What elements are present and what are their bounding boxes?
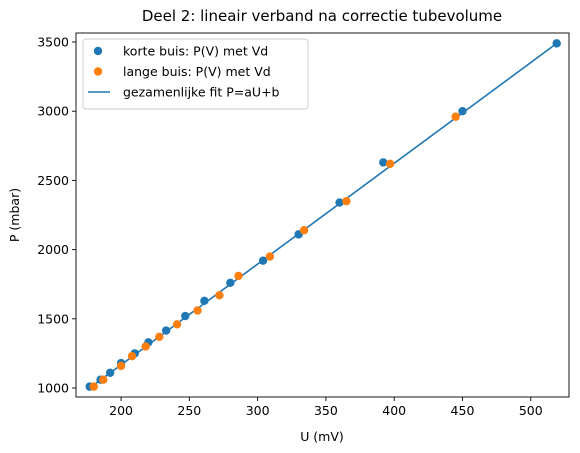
legend-marker [93, 46, 103, 56]
y-tick-label: 1000 [37, 381, 69, 396]
data-point-lange-buis [193, 306, 202, 315]
data-point-lange-buis [172, 320, 182, 329]
legend-frame [82, 38, 309, 110]
data-point-lange-buis [127, 351, 137, 361]
data-point-korte-buis [200, 296, 209, 306]
y-tick-label: 3500 [37, 34, 69, 49]
data-point-lange-buis [116, 361, 126, 371]
axes-frame [75, 32, 570, 398]
data-point-korte-buis [161, 326, 171, 335]
data-point-korte-buis [105, 368, 115, 377]
y-axis-label: P (mbar) [7, 188, 22, 242]
data-point-lange-buis [451, 112, 460, 121]
data-point-korte-buis [258, 256, 268, 265]
data-point-lange-buis [385, 159, 395, 168]
x-tick-label: 350 [314, 403, 338, 418]
data-point-lange-buis [299, 226, 309, 235]
data-point-lange-buis [141, 342, 150, 351]
data-point-lange-buis [155, 332, 164, 341]
legend-marker [93, 67, 103, 76]
legend-label: gezamenlijke fit P=aU+b [123, 85, 280, 100]
legend-label: korte buis: P(V) met Vd [123, 44, 268, 59]
y-axis: 1000 1500 2000 2500 3000 3500 [37, 34, 76, 396]
data-point-korte-buis [458, 106, 467, 116]
data-point-lange-buis [234, 271, 243, 281]
y-tick-label: 2000 [37, 242, 69, 257]
y-tick-label: 2500 [37, 173, 69, 188]
data-point-korte-buis [552, 39, 561, 48]
data-point-lange-buis [99, 375, 108, 384]
x-tick-label: 500 [519, 403, 543, 418]
x-axis: 200 250 300 350 400 450 500 [109, 397, 543, 418]
legend: korte buis: P(V) met Vd lange buis: P(V) … [82, 38, 309, 110]
plot-area [85, 39, 561, 391]
x-tick-label: 300 [246, 403, 270, 418]
x-tick-label: 400 [382, 403, 406, 418]
data-point-korte-buis [379, 158, 388, 167]
x-tick-label: 250 [177, 403, 201, 418]
data-point-lange-buis [215, 291, 224, 300]
legend-label: lange buis: P(V) met Vd [123, 64, 271, 79]
y-tick-label: 1500 [37, 311, 69, 326]
x-tick-label: 200 [109, 403, 133, 418]
data-point-korte-buis [181, 311, 190, 321]
data-point-lange-buis [89, 382, 98, 391]
x-axis-label: U (mV) [300, 429, 344, 444]
data-point-lange-buis [265, 252, 275, 261]
data-point-korte-buis [335, 198, 344, 207]
data-point-lange-buis [342, 196, 351, 206]
x-tick-label: 450 [451, 403, 475, 418]
data-point-korte-buis [226, 278, 235, 288]
y-tick-label: 3000 [37, 104, 69, 119]
chart-title: Deel 2: lineair verband na correctie tub… [142, 7, 502, 25]
